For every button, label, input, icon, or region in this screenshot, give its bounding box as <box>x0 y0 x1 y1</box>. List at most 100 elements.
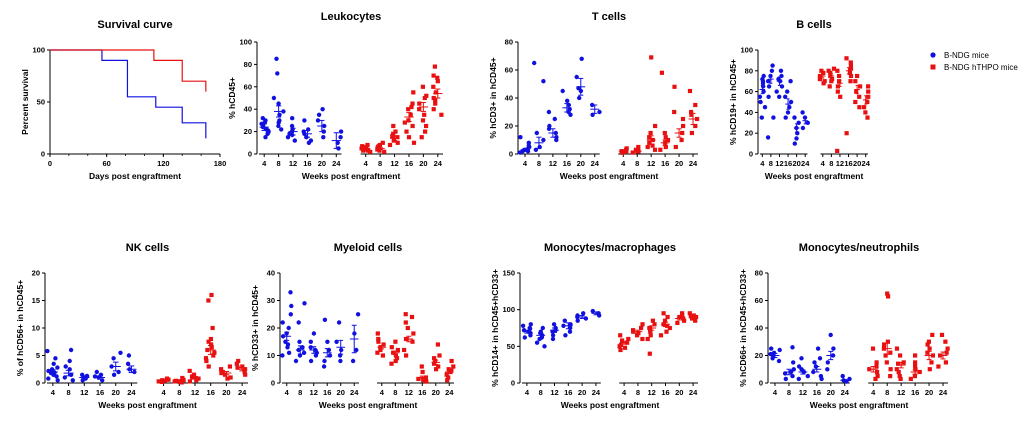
data-point <box>424 93 429 98</box>
x-tick-label: 12 <box>897 388 905 397</box>
data-point <box>315 118 321 123</box>
data-point <box>777 347 782 353</box>
data-point <box>659 70 664 75</box>
data-point <box>788 79 793 84</box>
y-tick-label: 20 <box>244 127 252 136</box>
y-tick-label: 20 <box>755 351 763 360</box>
x-tick-label: 120 <box>157 159 170 168</box>
data-point <box>94 369 100 375</box>
legend-label-b-ndg: B-NDG mice <box>944 51 989 60</box>
data-point <box>235 365 240 370</box>
data-point <box>393 339 398 344</box>
data-point <box>848 79 853 84</box>
data-point <box>308 345 313 350</box>
x-tick-label: 20 <box>337 388 345 397</box>
data-point <box>649 55 654 60</box>
data-point <box>913 360 918 365</box>
data-point <box>276 123 281 129</box>
data-point <box>665 323 670 328</box>
data-point <box>166 377 171 382</box>
data-point <box>389 345 394 350</box>
x-tick-label: 20 <box>112 388 120 397</box>
data-point <box>854 89 859 94</box>
data-point <box>560 88 565 94</box>
data-point <box>354 347 359 353</box>
data-point <box>631 328 636 333</box>
data-point <box>760 76 765 82</box>
data-point <box>118 350 123 355</box>
data-point <box>402 347 407 353</box>
data-point <box>896 369 901 375</box>
data-point <box>409 314 415 320</box>
data-point <box>204 358 209 364</box>
y-tick-label: 0 <box>271 379 275 388</box>
data-point <box>774 89 779 94</box>
data-point <box>667 325 672 331</box>
data-point <box>640 336 645 342</box>
data-point <box>647 140 652 145</box>
data-point <box>194 378 199 383</box>
x-tick-label: 8 <box>537 159 541 168</box>
data-point <box>776 358 782 364</box>
panel-title: T cells <box>592 11 626 23</box>
data-point <box>866 94 871 99</box>
data-point <box>276 120 281 125</box>
data-point <box>828 70 833 75</box>
data-point <box>387 142 393 148</box>
data-point <box>815 346 821 351</box>
y-tick-label: 80 <box>755 269 763 278</box>
data-point <box>334 339 339 344</box>
data-point <box>835 148 840 153</box>
data-point <box>829 79 834 84</box>
x-tick-label: 20 <box>578 388 586 397</box>
data-point <box>817 356 823 361</box>
data-point <box>792 115 797 120</box>
x-tick-label: 60 <box>102 159 110 168</box>
x-tick-label: 4 <box>525 388 530 397</box>
data-point <box>853 79 858 84</box>
data-point <box>206 364 211 369</box>
data-point <box>417 101 422 106</box>
data-point <box>886 294 891 299</box>
data-point <box>84 373 90 379</box>
x-tick-label: 24 <box>350 388 359 397</box>
data-point <box>561 323 566 328</box>
data-point <box>380 353 385 358</box>
data-point <box>210 325 215 331</box>
data-point <box>672 84 677 89</box>
data-point <box>422 95 427 101</box>
data-point <box>855 73 860 79</box>
data-point <box>526 143 531 148</box>
data-point <box>840 373 845 379</box>
data-point <box>70 378 76 383</box>
data-point <box>766 79 771 84</box>
data-point <box>404 129 409 134</box>
y-tick-label: 20 <box>267 324 275 333</box>
data-point <box>811 369 816 375</box>
data-point <box>812 360 817 365</box>
x-tick-label: 20 <box>853 159 861 168</box>
legend: B-NDG mice B-NDG hTHPO mice <box>930 51 1018 72</box>
data-point <box>689 112 694 117</box>
x-tick-label: 4 <box>523 159 528 168</box>
panel-survival: Survival curve Percent survival 0 50 100 0 60 1… <box>20 19 226 181</box>
data-point <box>929 360 934 365</box>
data-point <box>285 342 291 347</box>
x-tick-label: 20 <box>222 388 230 397</box>
data-point <box>409 104 414 110</box>
y-tick-label: 80 <box>505 38 513 47</box>
data-point <box>360 144 365 149</box>
data-point <box>534 130 539 136</box>
data-point <box>550 333 556 338</box>
data-point <box>866 89 871 94</box>
data-point <box>417 107 422 112</box>
x-tick-label: 24 <box>238 388 247 397</box>
data-point <box>546 126 552 131</box>
data-point <box>403 312 408 317</box>
data-point <box>770 356 775 361</box>
data-point <box>857 105 862 110</box>
data-point <box>805 120 810 126</box>
x-tick-label: 4 <box>262 159 267 168</box>
data-point <box>159 379 164 384</box>
data-point <box>844 131 849 136</box>
